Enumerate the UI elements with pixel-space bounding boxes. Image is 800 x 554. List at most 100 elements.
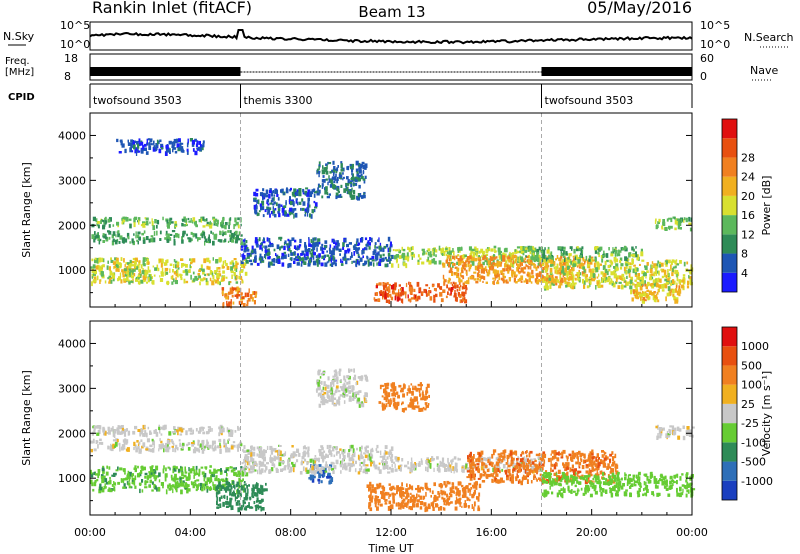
heatmap-cell xyxy=(349,395,352,399)
heatmap-cell xyxy=(137,276,140,280)
heatmap-cell xyxy=(497,265,499,268)
heatmap-cell xyxy=(175,273,178,277)
heatmap-cell xyxy=(575,246,579,252)
heatmap-cell xyxy=(240,264,244,268)
heatmap-cell xyxy=(244,243,246,246)
heatmap-cell xyxy=(102,234,105,238)
heatmap-cell xyxy=(387,471,391,474)
heatmap-cell xyxy=(360,456,365,459)
heatmap-cell xyxy=(214,218,218,222)
heatmap-cell xyxy=(545,281,548,287)
heatmap-cell xyxy=(517,263,520,268)
heatmap-cell xyxy=(409,498,414,503)
heatmap-cell xyxy=(315,258,320,263)
heatmap-cell xyxy=(519,250,521,253)
heatmap-cell xyxy=(573,263,577,267)
heatmap-cell xyxy=(302,201,306,206)
heatmap-cell xyxy=(230,429,234,435)
heatmap-cell xyxy=(601,277,604,282)
heatmap-cell xyxy=(418,389,421,394)
heatmap-cell xyxy=(355,241,358,246)
heatmap-cell xyxy=(488,258,490,261)
heatmap-cell xyxy=(631,246,634,251)
heatmap-cell xyxy=(174,473,177,478)
heatmap-cell xyxy=(216,267,218,272)
heatmap-cell xyxy=(175,466,178,470)
heatmap-cell xyxy=(138,219,140,225)
heatmap-cell xyxy=(207,266,211,270)
heatmap-cell xyxy=(307,197,310,202)
heatmap-cell xyxy=(397,263,400,268)
heatmap-cell xyxy=(428,287,430,290)
heatmap-cell xyxy=(535,273,539,277)
heatmap-cell xyxy=(425,403,428,409)
heatmap-cell xyxy=(309,251,311,255)
heatmap-cell xyxy=(329,479,333,484)
heatmap-cell xyxy=(524,257,526,260)
heatmap-cell xyxy=(120,430,124,435)
heatmap-cell xyxy=(231,260,234,264)
heatmap-cell xyxy=(164,427,166,430)
heatmap-cell xyxy=(603,277,606,281)
heatmap-cell xyxy=(312,237,314,241)
heatmap-cell xyxy=(127,482,131,486)
heatmap-cell xyxy=(98,240,101,245)
heatmap-cell xyxy=(153,145,156,149)
heatmap-cell xyxy=(593,262,596,268)
heatmap-cell xyxy=(530,262,534,265)
heatmap-cell xyxy=(302,446,305,450)
heatmap-cell xyxy=(378,262,382,266)
heatmap-cell xyxy=(118,425,122,430)
heatmap-cell xyxy=(328,444,332,449)
heatmap-cell xyxy=(189,468,193,474)
heatmap-cell xyxy=(608,281,612,285)
heatmap-cell xyxy=(555,280,558,286)
heatmap-cell xyxy=(310,253,314,258)
heatmap-cell xyxy=(242,280,244,284)
heatmap-cell xyxy=(550,251,553,256)
heatmap-cell xyxy=(142,222,146,228)
heatmap-cell xyxy=(237,238,241,241)
heatmap-cell xyxy=(458,260,460,266)
heatmap-cell xyxy=(636,254,640,260)
heatmap-cell xyxy=(262,188,265,192)
heatmap-cell xyxy=(190,218,192,223)
heatmap-cell xyxy=(174,430,178,433)
heatmap-cell xyxy=(563,270,566,276)
heatmap-cell xyxy=(570,273,574,279)
heatmap-cell xyxy=(322,371,326,374)
heatmap-cell xyxy=(430,495,432,498)
heatmap-cell xyxy=(138,138,141,143)
heatmap-cell xyxy=(268,189,272,194)
heatmap-cell xyxy=(388,454,391,458)
heatmap-cell xyxy=(115,268,119,272)
heatmap-cell xyxy=(185,270,189,276)
heatmap-cell xyxy=(193,469,196,475)
heatmap-cell xyxy=(318,189,321,194)
heatmap-cell xyxy=(138,260,141,263)
heatmap-cell xyxy=(179,442,182,447)
heatmap-cell xyxy=(329,263,332,267)
heatmap-cell xyxy=(323,245,328,249)
heatmap-cell xyxy=(90,472,94,478)
heatmap-cell xyxy=(201,483,206,487)
heatmap-cell xyxy=(237,447,239,452)
heatmap-cell xyxy=(113,482,117,486)
heatmap-cell xyxy=(433,248,436,253)
heatmap-cell xyxy=(409,284,413,287)
heatmap-cell xyxy=(293,251,296,255)
heatmap-cell xyxy=(581,249,584,254)
heatmap-cell xyxy=(431,284,435,288)
heatmap-cell xyxy=(463,492,467,498)
heatmap-cell xyxy=(230,505,234,510)
heatmap-cell xyxy=(332,168,336,173)
heatmap-cell xyxy=(142,433,145,437)
heatmap-cell xyxy=(174,448,177,453)
heatmap-cell xyxy=(242,239,245,242)
heatmap-cell xyxy=(124,148,127,154)
heatmap-cell xyxy=(392,249,395,252)
heatmap-cell xyxy=(658,218,661,223)
heatmap-cell xyxy=(369,459,371,463)
heatmap-cell xyxy=(326,390,329,395)
heatmap-cell xyxy=(531,269,534,275)
